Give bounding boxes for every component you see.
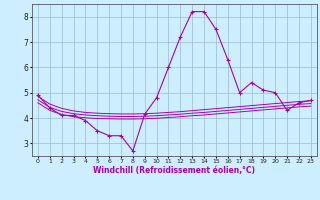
X-axis label: Windchill (Refroidissement éolien,°C): Windchill (Refroidissement éolien,°C): [93, 166, 255, 175]
